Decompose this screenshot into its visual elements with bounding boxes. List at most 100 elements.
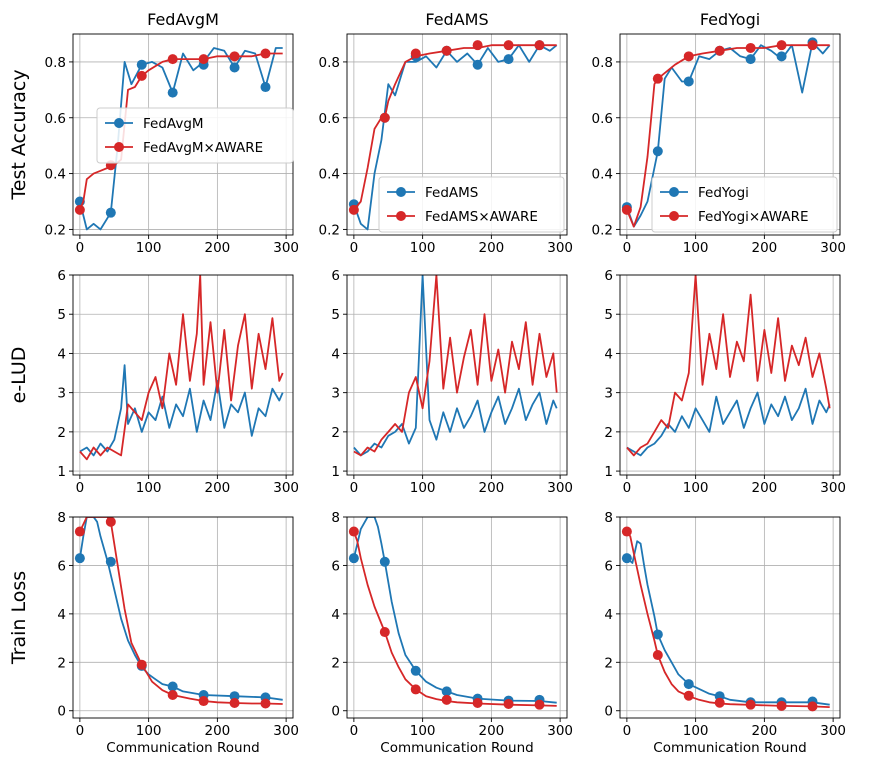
series-marker (472, 697, 483, 708)
y-tick-label: 4 (604, 607, 613, 623)
y-tick-label: 6 (331, 268, 340, 284)
series-marker (807, 40, 818, 51)
series-group (621, 526, 830, 712)
x-tick-label: 100 (136, 240, 162, 256)
series-marker (167, 54, 178, 65)
x-tick-label: 100 (410, 480, 436, 496)
y-tick-label: 3 (604, 386, 613, 402)
y-axis-label: Train Loss (8, 571, 30, 665)
series-marker (441, 686, 452, 697)
y-tick-label: 2 (57, 655, 66, 671)
series-group (348, 517, 557, 710)
x-tick-label: 200 (204, 240, 230, 256)
y-tick-label: 4 (604, 346, 613, 362)
x-tick-label: 200 (204, 723, 230, 739)
subplot-2-1: 0 100 200 300 0 2 4 6 8 Communication Round (331, 510, 573, 756)
legend-marker (396, 187, 406, 197)
series-marker (776, 700, 787, 711)
y-tick-label: 0.6 (319, 111, 340, 127)
legend: FedYogi FedYogi×AWARE (651, 176, 838, 233)
series-marker (652, 650, 663, 661)
series-marker (652, 73, 663, 84)
x-tick-label: 200 (478, 480, 504, 496)
y-tick-label: 0.8 (592, 55, 613, 71)
series-marker (503, 54, 514, 65)
y-tick-label: 4 (57, 346, 66, 362)
x-tick-label: 0 (623, 723, 632, 739)
y-tick-label: 0.6 (45, 111, 66, 127)
legend-marker (114, 118, 124, 128)
series-marker (136, 59, 147, 70)
subplot-0-1: 0 100 200 3000.20.40.60.8FedAMSFedAMSFedAMS… (319, 10, 574, 256)
series-marker (776, 51, 787, 62)
x-tick-label: 200 (478, 723, 504, 739)
y-tick-label: 3 (57, 386, 66, 402)
series-marker (410, 48, 421, 59)
y-tick-label: 0.2 (592, 222, 613, 238)
y-tick-label: 8 (331, 510, 340, 526)
x-axis-label: Communication Round (653, 740, 806, 756)
x-tick-label: 200 (751, 723, 777, 739)
series-group (348, 40, 558, 231)
series-group (79, 275, 284, 461)
x-tick-label: 0 (623, 240, 632, 256)
legend-label: FedAvgM (143, 116, 204, 132)
subplot-2-0: 0 100 200 300 0 2 4 6 8 Communication Round Train … (8, 510, 299, 756)
x-tick-label: 0 (76, 240, 85, 256)
y-tick-label: 2 (331, 655, 340, 671)
series-marker (379, 556, 390, 567)
legend-marker (396, 211, 406, 221)
series-marker (683, 690, 694, 701)
y-tick-label: 5 (57, 307, 66, 323)
legend-marker (669, 211, 679, 221)
y-tick-label: 5 (604, 307, 613, 323)
y-axis-label: e-LUD (8, 347, 30, 404)
y-tick-label: 6 (604, 558, 613, 574)
series-marker (105, 207, 116, 218)
series-marker (683, 76, 694, 87)
x-tick-label: 300 (273, 240, 299, 256)
legend-label: FedYogi×AWARE (698, 209, 809, 225)
series-marker (503, 698, 514, 709)
subplot-0-2: 0 100 200 3000.20.40.60.8FedYogiFedYogiFedY… (592, 10, 847, 256)
series-marker (410, 684, 421, 695)
y-tick-label: 6 (57, 558, 66, 574)
subplot-0-0: 0 100 200 300 0.2 0.4 0.6 0.8 FedAvgM Test Accura… (8, 10, 299, 256)
series-group (74, 47, 283, 231)
series-marker (167, 87, 178, 98)
legend-marker (669, 187, 679, 197)
series-marker (441, 694, 452, 705)
series-line-aware (626, 275, 831, 457)
x-tick-label: 300 (820, 723, 846, 739)
series-group (626, 275, 831, 457)
series-line-baseline (353, 517, 557, 704)
axes-frame (72, 274, 294, 476)
series-marker (379, 112, 390, 123)
x-tick-label: 100 (410, 240, 436, 256)
series-marker (714, 45, 725, 56)
series-marker (652, 629, 663, 640)
series-group (74, 517, 283, 709)
x-tick-label: 0 (350, 240, 359, 256)
series-marker (198, 54, 209, 65)
x-tick-label: 200 (204, 480, 230, 496)
y-tick-label: 0.4 (319, 167, 340, 183)
series-line-baseline (626, 387, 831, 457)
x-tick-label: 100 (683, 480, 709, 496)
series-marker (74, 526, 85, 537)
series-marker (745, 699, 756, 710)
y-tick-label: 0.8 (45, 55, 66, 71)
subplot-title: FedAvgM (147, 10, 219, 29)
y-tick-label: 6 (604, 268, 613, 284)
series-line-aware (79, 517, 283, 705)
subplot-1-1: 0 100 200 300 1 2 3 4 5 6 (331, 268, 573, 496)
x-axis-label: Communication Round (380, 740, 533, 756)
axes-frame (619, 274, 841, 476)
legend-label: FedAMS (425, 185, 478, 201)
x-axis-label: Communication Round (106, 740, 259, 756)
y-tick-label: 4 (57, 607, 66, 623)
series-marker (74, 204, 85, 215)
series-marker (652, 146, 663, 157)
series-marker (621, 204, 632, 215)
x-tick-label: 0 (76, 480, 85, 496)
